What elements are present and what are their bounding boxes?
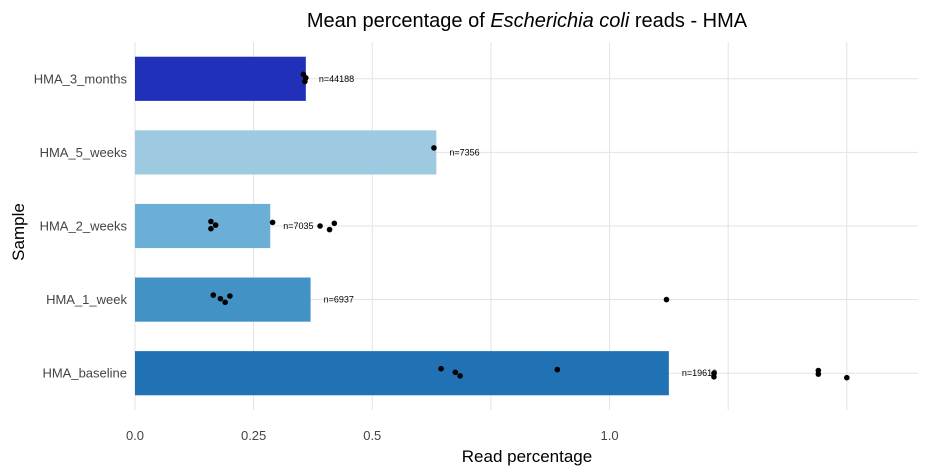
count-label: n=7356 [449, 147, 479, 157]
data-point [554, 366, 561, 373]
x-tick-label: 0.25 [241, 428, 266, 443]
data-point [452, 369, 459, 376]
bar [135, 203, 271, 249]
count-label: n=44188 [319, 74, 354, 84]
bar-layer [135, 56, 669, 396]
data-point [208, 225, 214, 232]
label-layer: 0.0 0.25 0.5 1.0 HMA_3_months n=44188 HMA_5_we… [34, 71, 717, 443]
y-tick-label: HMA_1_week [46, 292, 127, 307]
data-point [210, 292, 217, 298]
count-label: n=19610 [682, 368, 717, 378]
count-label: n=6937 [324, 295, 354, 305]
data-point [663, 296, 670, 303]
y-tick-label: HMA_5_weeks [40, 145, 128, 160]
bar [135, 351, 669, 396]
data-point [222, 299, 228, 306]
x-tick-label: 0.0 [126, 428, 144, 443]
count-label: n=7035 [283, 221, 313, 231]
data-point [331, 220, 338, 227]
x-tick-label: 0.5 [363, 428, 381, 443]
x-tick-label: 1.0 [601, 428, 619, 443]
y-tick-label: HMA_2_weeks [40, 219, 128, 234]
chart-title-suffix: reads - HMA [629, 10, 747, 32]
chart-title-text: Mean percentage of [307, 10, 490, 32]
y-tick-label: HMA_baseline [42, 366, 127, 381]
data-point [317, 223, 323, 229]
data-point [431, 145, 437, 151]
data-point [212, 222, 219, 228]
data-point [326, 226, 333, 233]
data-point [227, 293, 233, 299]
bar [135, 130, 437, 175]
data-point [269, 219, 276, 226]
x-axis-title: Read percentage [462, 447, 592, 466]
data-point [438, 365, 444, 372]
y-axis-title: Sample [9, 203, 28, 261]
y-tick-label: HMA_3_months [34, 71, 128, 86]
data-point [217, 295, 224, 302]
chart-title-species: Escherichia coli [490, 10, 630, 32]
data-point [457, 373, 463, 379]
data-point [302, 78, 308, 85]
data-point [208, 218, 214, 225]
data-point [711, 374, 717, 380]
chart-title: Mean percentage of Escherichia coli read… [307, 10, 748, 32]
data-point [844, 374, 850, 381]
data-point [815, 371, 822, 377]
bar [135, 56, 306, 101]
point-layer [208, 71, 850, 381]
